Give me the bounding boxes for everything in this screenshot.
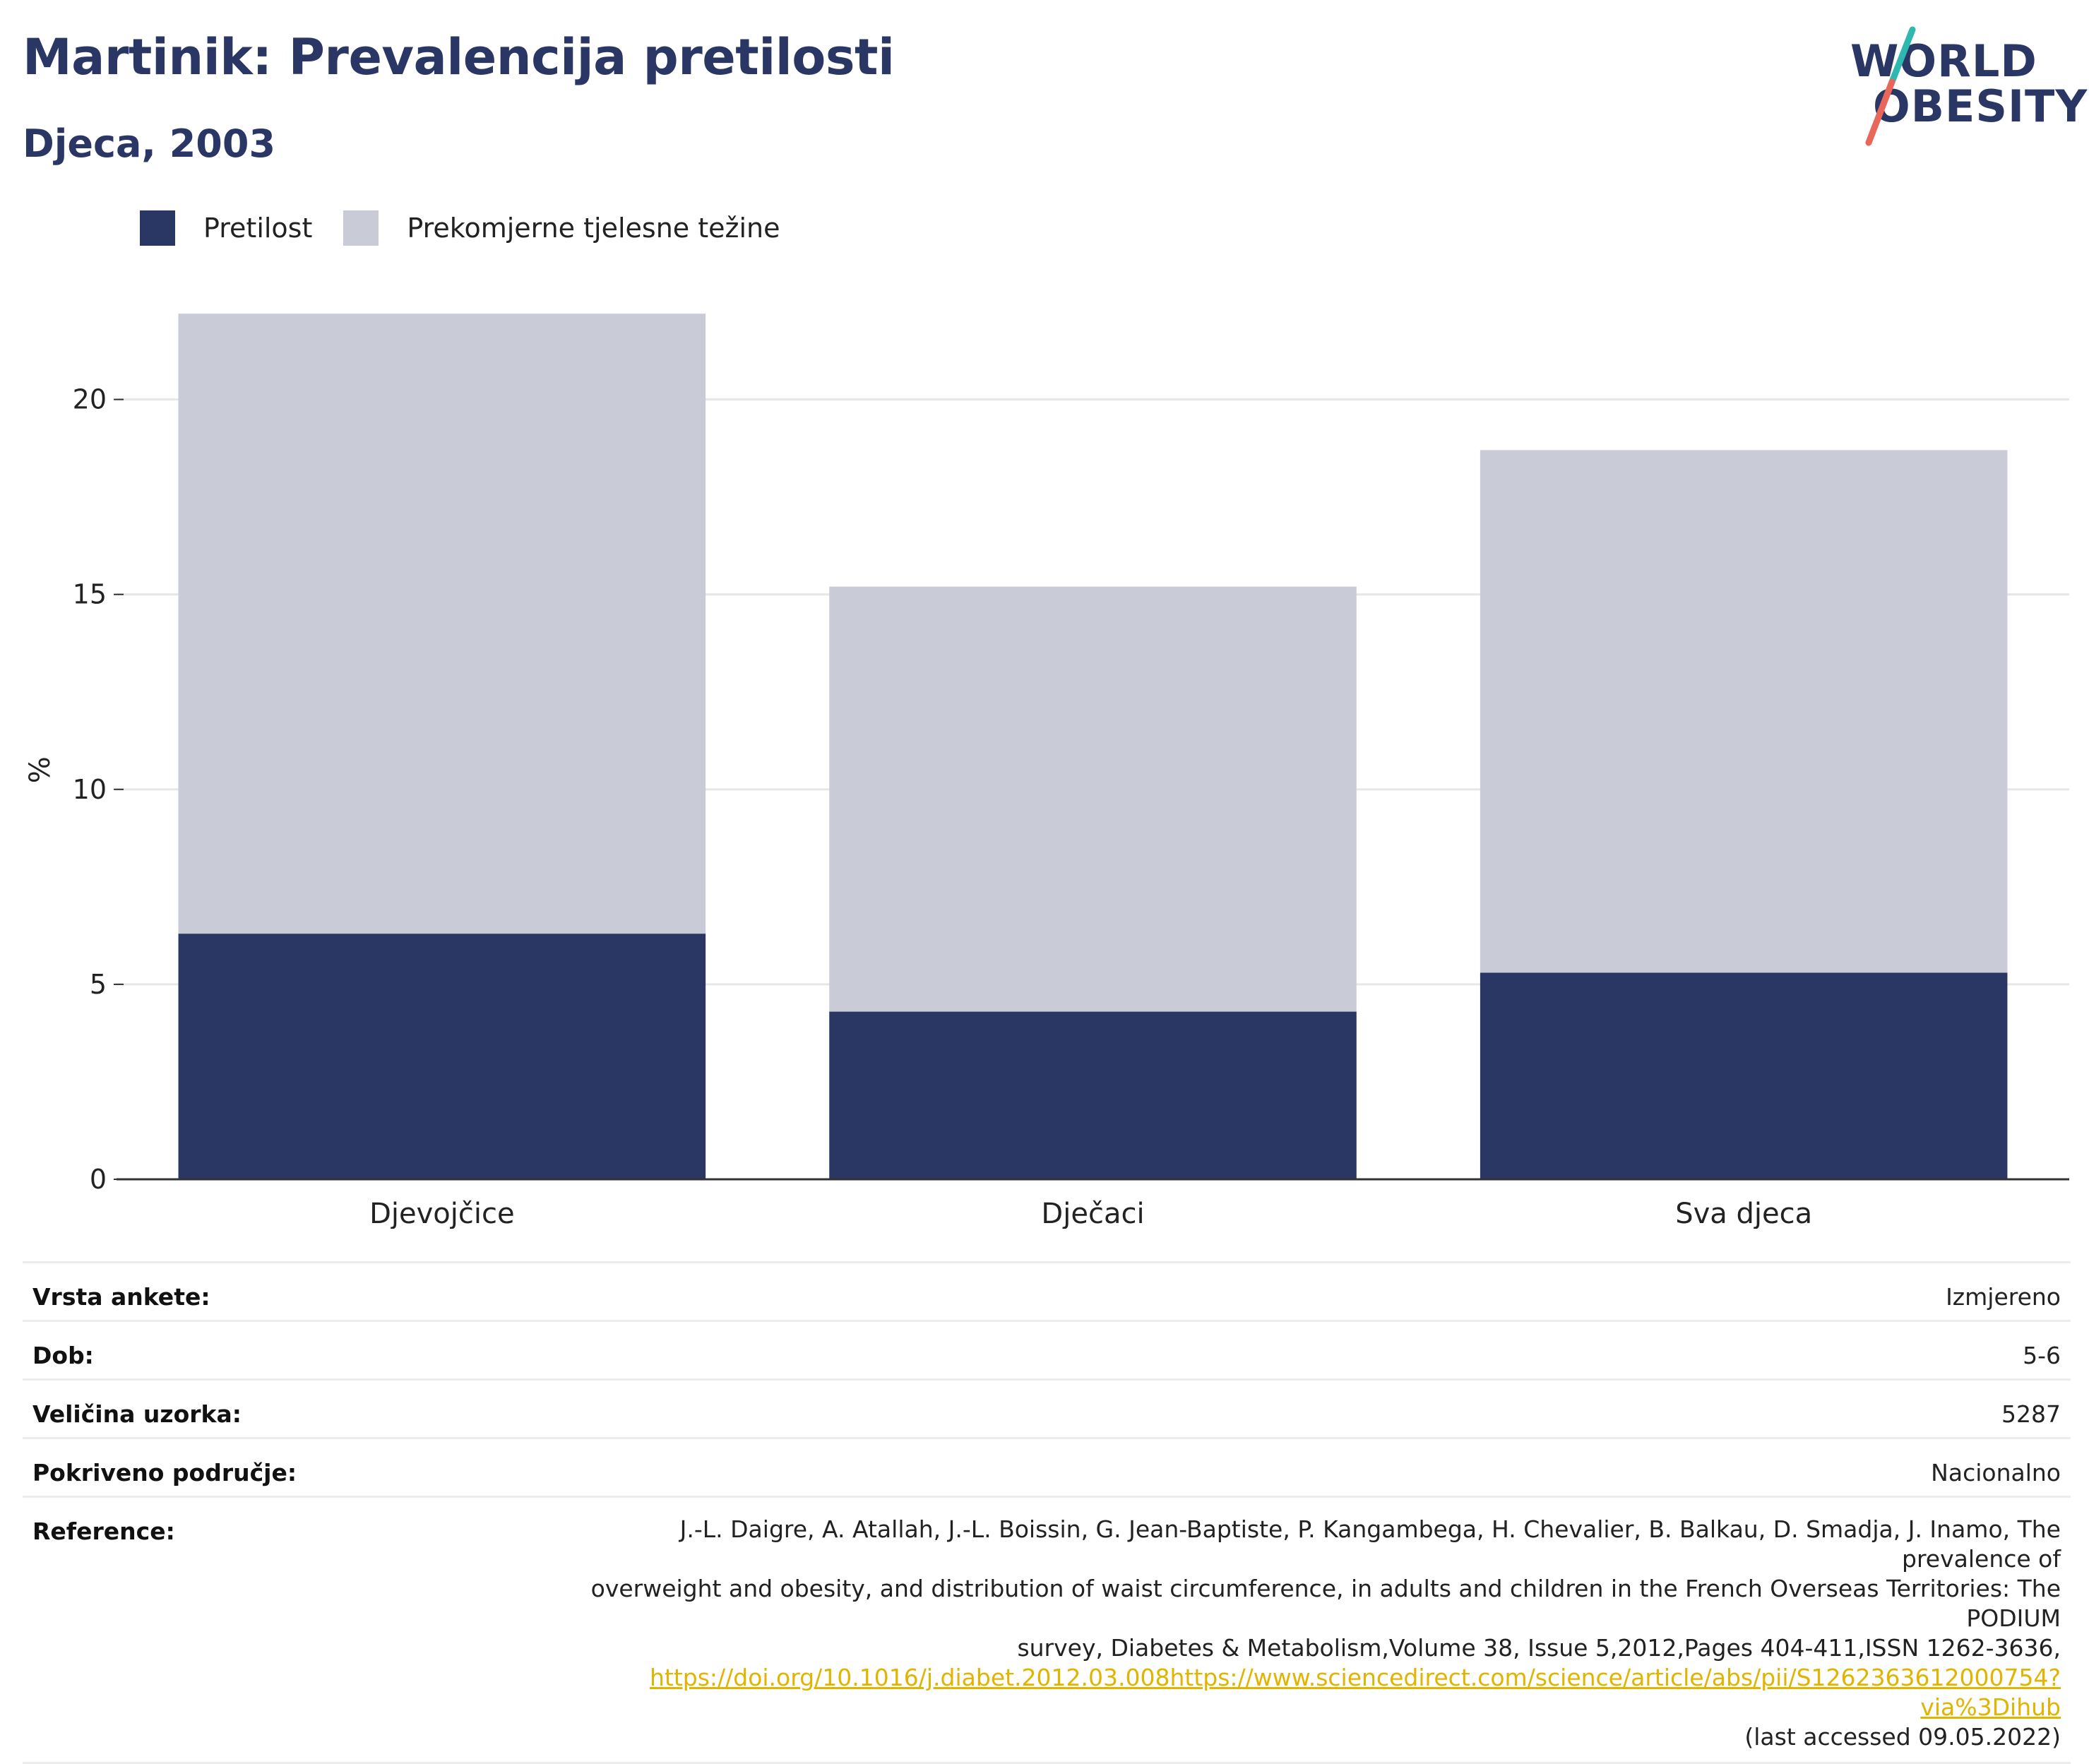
meta-label: Dob: <box>32 1342 94 1369</box>
legend-swatch-overweight <box>343 210 379 246</box>
x-tick-label: Djevojčice <box>369 1198 515 1229</box>
bar-overweight <box>178 314 706 934</box>
y-axis-label: % <box>24 756 56 783</box>
bar-obesity <box>829 1011 1357 1179</box>
meta-row-survey-type: Vrsta ankete: Izmjereno <box>23 1261 2071 1320</box>
y-tick-label: 10 <box>73 774 107 805</box>
y-tick-label: 20 <box>73 384 107 415</box>
y-tick-label: 0 <box>90 1164 107 1195</box>
x-tick-label: Sva djeca <box>1675 1198 1812 1229</box>
meta-value: Izmjereno <box>1946 1283 2061 1311</box>
world-obesity-logo: WORLD OBESITY <box>1843 25 2087 153</box>
chart-subtitle: Djeca, 2003 <box>23 121 276 166</box>
legend-swatch-obesity <box>140 210 175 246</box>
legend-item-obesity: Pretilost <box>140 210 312 246</box>
survey-details-table: Vrsta ankete: Izmjereno Dob: 5-6 Veličin… <box>23 1261 2071 1764</box>
x-tick-label: Dječaci <box>1041 1198 1144 1229</box>
meta-label: Pokriveno područje: <box>32 1459 297 1486</box>
reference-line: survey, Diabetes & Metabolism,Volume 38,… <box>1017 1634 2061 1662</box>
bar-overweight <box>1480 450 2008 973</box>
reference-line: J.-L. Daigre, A. Atallah, J.-L. Boissin,… <box>679 1515 2061 1573</box>
meta-value: 5-6 <box>2023 1342 2061 1369</box>
meta-label: Veličina uzorka: <box>32 1400 242 1428</box>
bar-obesity <box>178 934 706 1179</box>
legend-label-overweight: Prekomjerne tjelesne težine <box>407 213 780 244</box>
chart-legend: Pretilost Prekomjerne tjelesne težine <box>140 210 811 246</box>
meta-row-age: Dob: 5-6 <box>23 1320 2071 1378</box>
bar-overweight <box>829 586 1357 1012</box>
meta-row-coverage: Pokriveno područje: Nacionalno <box>23 1437 2071 1496</box>
meta-value: Nacionalno <box>1931 1459 2061 1486</box>
bar-chart: 0 5 10 15 20% Djevojčice Dječaci Sva djeca <box>24 314 2069 1229</box>
meta-row-sample-size: Veličina uzorka: 5287 <box>23 1378 2071 1437</box>
meta-row-reference: Reference: J.-L. Daigre, A. Atallah, J.-… <box>23 1496 2071 1764</box>
reference-accessed: (last accessed 09.05.2022) <box>1744 1723 2061 1751</box>
y-tick-label: 15 <box>73 579 107 610</box>
chart-title: Martinik: Prevalencija pretilosti <box>23 28 895 86</box>
meta-label: Reference: <box>32 1518 175 1545</box>
legend-item-overweight: Prekomjerne tjelesne težine <box>343 210 780 246</box>
logo-word-obesity: OBESITY <box>1873 81 2088 132</box>
logo-slash-icon <box>1865 26 1916 146</box>
legend-label-obesity: Pretilost <box>203 213 313 244</box>
meta-value: 5287 <box>2001 1400 2061 1428</box>
logo-word-world: WORLD <box>1850 35 2037 87</box>
reference-link[interactable]: https://doi.org/10.1016/j.diabet.2012.03… <box>649 1664 2061 1721</box>
reference-line: overweight and obesity, and distribution… <box>590 1575 2061 1632</box>
meta-label: Vrsta ankete: <box>32 1283 210 1311</box>
bar-obesity <box>1480 972 2008 1179</box>
reference-text: J.-L. Daigre, A. Atallah, J.-L. Boissin,… <box>564 1515 2061 1752</box>
y-tick-label: 5 <box>90 969 107 1000</box>
